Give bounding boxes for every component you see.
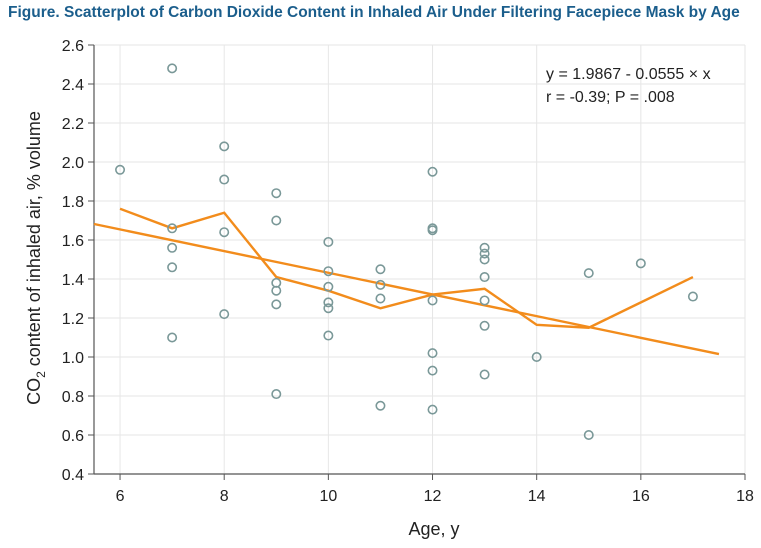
y-axis-title-subscript: 2 — [34, 371, 48, 378]
data-point — [167, 63, 178, 74]
data-point — [219, 227, 230, 238]
data-point — [375, 400, 386, 411]
y-axis-title-prefix: CO — [24, 378, 44, 405]
y-tick-label: 1.8 — [62, 194, 84, 211]
trend-lines — [93, 207, 720, 356]
data-point — [115, 164, 126, 175]
y-tick-label: 1.0 — [62, 350, 84, 367]
data-point — [271, 215, 282, 226]
y-axis-title-suffix: content of inhaled air, % volume — [24, 111, 44, 371]
data-point — [375, 293, 386, 304]
figure-title: Figure. Scatterplot of Carbon Dioxide Co… — [8, 4, 740, 21]
data-point — [479, 295, 490, 306]
x-tick-label: 14 — [528, 488, 546, 505]
data-point — [375, 279, 386, 290]
x-tick-label: 10 — [319, 488, 337, 505]
data-point — [271, 188, 282, 199]
data-point — [271, 285, 282, 296]
data-point — [323, 297, 334, 308]
data-point — [219, 141, 230, 152]
y-tick-label: 1.4 — [62, 272, 84, 289]
data-point — [479, 248, 490, 259]
data-point — [271, 389, 282, 400]
data-point — [219, 309, 230, 320]
y-tick-label: 0.6 — [62, 428, 84, 445]
tick-labels: 0.4 0.6 0.8 1.0 1.2 1.4 1.6 1.8 2.0 2.2 2.4 2.6 6 8 10… — [62, 38, 754, 505]
data-point — [479, 369, 490, 380]
x-tick-label: 16 — [632, 488, 650, 505]
y-tick-label: 2.2 — [62, 116, 84, 133]
x-tick-label: 6 — [116, 488, 125, 505]
data-point — [167, 242, 178, 253]
correlation-stat: r = -0.39; P = .008 — [546, 89, 675, 106]
y-tick-label: 1.2 — [62, 311, 84, 328]
data-point — [427, 404, 438, 415]
y-tick-label: 0.8 — [62, 389, 84, 406]
regression-line — [93, 222, 720, 356]
data-point — [427, 225, 438, 236]
data-point — [479, 272, 490, 283]
data-point — [479, 254, 490, 265]
data-point — [167, 262, 178, 273]
x-tick-label: 12 — [424, 488, 442, 505]
data-point — [479, 320, 490, 331]
data-point — [583, 268, 594, 279]
data-point — [323, 330, 334, 341]
data-point — [167, 223, 178, 234]
y-tick-label: 2.0 — [62, 155, 84, 172]
data-point — [323, 236, 334, 247]
axes — [88, 44, 746, 480]
y-tick-label: 2.4 — [62, 77, 84, 94]
data-point — [323, 281, 334, 292]
y-tick-label: 1.6 — [62, 233, 84, 250]
data-point — [427, 295, 438, 306]
y-tick-label: 2.6 — [62, 38, 84, 55]
data-point — [323, 266, 334, 277]
data-point — [427, 365, 438, 376]
data-point — [427, 348, 438, 359]
x-tick-label: 8 — [220, 488, 229, 505]
data-point — [479, 242, 490, 253]
mean-line — [119, 207, 694, 329]
data-point — [167, 332, 178, 343]
y-tick-label: 0.4 — [62, 467, 84, 484]
grid-lines — [94, 44, 746, 474]
data-point — [583, 429, 594, 440]
data-point — [271, 299, 282, 310]
data-point — [687, 291, 698, 302]
x-tick-label: 18 — [736, 488, 754, 505]
data-point — [531, 351, 542, 362]
data-point — [427, 166, 438, 177]
y-axis-title: CO2 content of inhaled air, % volume — [24, 111, 48, 405]
data-point — [635, 258, 646, 269]
data-points — [115, 63, 698, 440]
data-point — [375, 264, 386, 275]
regression-equation: y = 1.9867 - 0.0555 × x — [546, 66, 711, 83]
data-point — [323, 303, 334, 314]
x-axis-title: Age, y — [408, 519, 459, 539]
data-point — [219, 174, 230, 185]
